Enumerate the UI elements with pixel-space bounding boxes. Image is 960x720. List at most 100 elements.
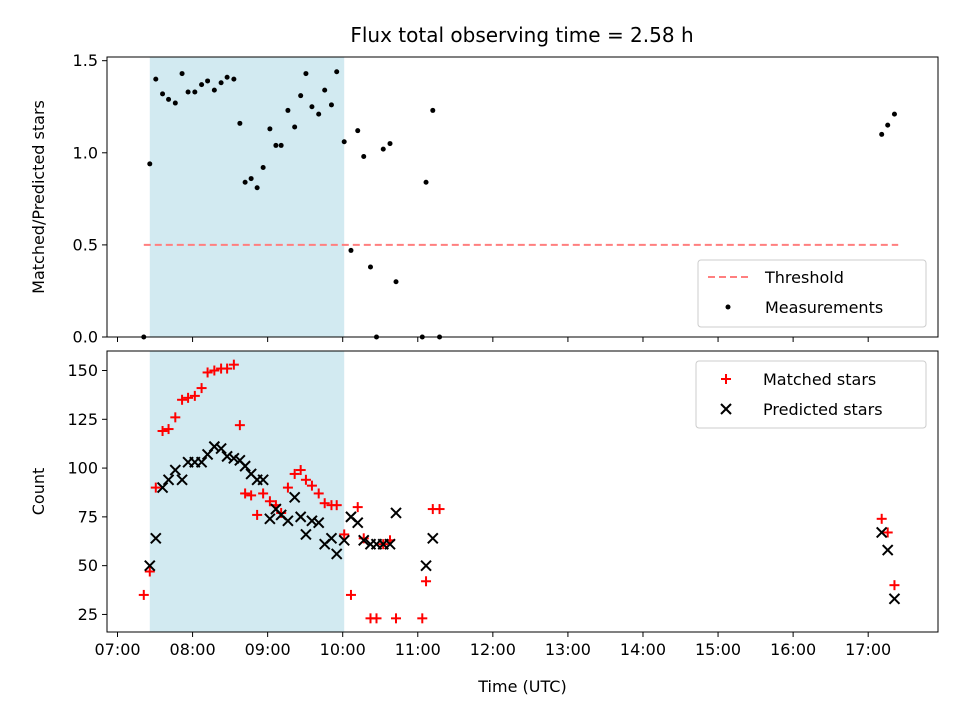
predicted-star-point — [312, 517, 325, 529]
x-tick-label: 16:00 — [770, 640, 816, 659]
ratio-panel-frame — [106, 56, 939, 338]
bot-y-tick-label: 150 — [67, 361, 98, 380]
measurement-point — [328, 102, 334, 108]
matched-star-point — [371, 613, 382, 624]
ratio-y-axis-label: Matched/Predicted stars — [29, 100, 48, 294]
x-tick-label: 15:00 — [695, 640, 741, 659]
x-tick-label: 09:00 — [245, 640, 291, 659]
matched-star-point — [157, 426, 168, 437]
ratio-panel: 0.0 0.5 1.0 1.5 Matched/Predicted stars Thr… — [29, 51, 939, 347]
matched-star-point — [282, 482, 293, 493]
measurement-point — [885, 122, 891, 128]
measurement-point — [185, 89, 191, 95]
measurement-point — [172, 100, 178, 106]
top-y-tick-label: 1.5 — [73, 51, 98, 70]
predicted-star-point — [208, 440, 221, 453]
measurement-point — [423, 179, 429, 185]
matched-star-point — [306, 480, 317, 491]
matched-star-point — [183, 392, 194, 403]
measurement-point — [285, 107, 291, 113]
measurement-point — [231, 76, 237, 82]
x-tick-label: 12:00 — [470, 640, 516, 659]
measurement-point — [260, 165, 266, 171]
measurement-point — [367, 264, 373, 270]
measurement-point — [237, 120, 243, 126]
predicted-star-point — [215, 442, 227, 455]
matched-star-point — [289, 468, 300, 479]
x-tick-label: 08:00 — [170, 640, 216, 659]
measurement-point — [160, 91, 166, 97]
matched-star-point — [144, 566, 155, 577]
predicted-star-point — [325, 532, 338, 545]
predicted-legend-marker — [720, 403, 732, 415]
matched-star-point — [240, 488, 251, 499]
predicted-star-point — [881, 544, 894, 556]
counts-legend: Matched stars Predicted stars — [695, 360, 927, 429]
predicted-star-point — [875, 526, 888, 539]
predicted-star-point — [420, 559, 432, 572]
x-tick-label: 13:00 — [545, 640, 591, 659]
measurement-point — [348, 247, 354, 253]
threshold-legend-label: Threshold — [764, 268, 844, 287]
measurement-point — [341, 139, 347, 145]
measurement-point — [273, 142, 279, 148]
measurement-point — [298, 93, 304, 99]
matched-star-point — [876, 513, 887, 524]
measurement-point — [387, 141, 393, 147]
matched-star-point — [264, 496, 275, 507]
measurement-point — [355, 128, 361, 134]
measurement-point — [179, 71, 185, 77]
predicted-star-point — [264, 513, 276, 525]
measurement-point — [267, 126, 273, 132]
predicted-star-point — [427, 532, 439, 545]
measurements-legend-label: Measurements — [765, 298, 883, 317]
counts-legend-box — [695, 360, 927, 429]
predicted-star-point — [306, 515, 318, 527]
matched-star-point — [882, 527, 893, 538]
matched-star-point — [138, 589, 149, 600]
predicted-star-point — [150, 532, 162, 545]
measurement-point — [334, 69, 340, 75]
measurement-point — [153, 76, 159, 82]
predicted-star-point — [300, 528, 312, 541]
measurement-point — [248, 176, 254, 182]
matched-star-point — [177, 394, 188, 405]
measurement-point — [891, 111, 897, 117]
ratio-legend-box — [697, 259, 927, 328]
matched-star-point — [163, 424, 174, 435]
matched-star-point — [189, 390, 200, 401]
matched-star-point — [313, 488, 324, 499]
bot-y-tick-label: 100 — [67, 459, 98, 478]
measurement-point — [166, 96, 172, 102]
measurement-point — [211, 87, 217, 93]
matched-star-point — [252, 509, 263, 520]
bot-y-tick-label: 50 — [78, 556, 98, 575]
matched-star-point — [391, 613, 402, 624]
predicted-star-point — [156, 481, 169, 494]
predicted-star-point — [338, 534, 350, 546]
measurement-point — [361, 153, 367, 159]
measurements-legend-swatch — [725, 304, 731, 310]
matched-star-point — [209, 365, 220, 376]
predicted-star-point — [239, 460, 251, 472]
matched-legend-label: Matched stars — [763, 370, 876, 389]
predicted-star-point — [162, 474, 175, 486]
x-tick-label: 14:00 — [620, 640, 666, 659]
predicted-star-point — [176, 474, 188, 486]
matched-star-point — [170, 412, 181, 423]
matched-star-point — [234, 420, 245, 431]
matched-star-point — [417, 613, 428, 624]
measurement-point — [879, 131, 885, 137]
matched-star-point — [196, 383, 207, 394]
predicted-legend-swatch — [720, 403, 732, 415]
measurement-point — [278, 142, 284, 148]
bot-y-tick-label: 75 — [78, 507, 98, 526]
matched-star-point — [258, 488, 269, 499]
measurement-point — [205, 78, 211, 84]
top-y-tick-label: 1.0 — [73, 143, 98, 162]
x-axis-label: Time (UTC) — [477, 677, 566, 696]
matched-legend-swatch — [721, 374, 731, 384]
matched-star-point — [345, 589, 356, 600]
measurement-point — [322, 87, 328, 93]
measurement-point — [254, 185, 260, 191]
